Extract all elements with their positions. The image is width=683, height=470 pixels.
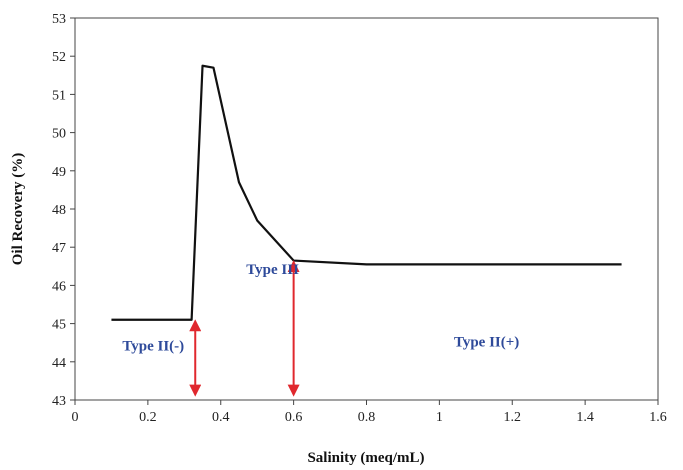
- series-layer: [111, 64, 622, 321]
- phase-annotation: Type III: [246, 262, 299, 278]
- x-tick-label: 0: [72, 410, 79, 425]
- phase-annotation: Type II(-): [122, 338, 184, 354]
- x-tick-label: 1.6: [649, 410, 667, 425]
- x-tick-label: 0.8: [358, 410, 376, 425]
- y-tick-label: 45: [52, 318, 66, 333]
- phase-annotation: Type II(+): [454, 335, 519, 351]
- y-tick-label: 51: [52, 88, 66, 103]
- y-tick-label: 46: [52, 279, 66, 294]
- x-tick-label: 1.4: [576, 410, 594, 425]
- series-line-0: [111, 64, 622, 321]
- x-tick-label: 0.4: [212, 410, 230, 425]
- x-tick-label: 1: [436, 410, 443, 425]
- y-tick-label: 44: [52, 356, 66, 371]
- y-tick-label: 52: [52, 50, 66, 65]
- x-tick-label: 0.6: [285, 410, 303, 425]
- y-tick-label: 47: [52, 241, 66, 256]
- y-tick-label: 43: [52, 394, 66, 409]
- x-tick-label: 1.2: [504, 410, 522, 425]
- x-axis-title: Salinity (meq/mL): [307, 450, 424, 466]
- x-axis-ticks: 0 0.2 0.4 0.6 0.8 1 1.2 1.4 1.6: [72, 400, 667, 425]
- arrow-layer: [189, 260, 300, 397]
- y-axis-title: Oil Recovery (%): [10, 153, 26, 265]
- plot-frame: [74, 17, 659, 401]
- x-tick-label: 0.2: [139, 410, 157, 425]
- annotation-layer: Type II(-) Type III Type II(+): [122, 262, 519, 354]
- y-tick-label: 48: [52, 203, 66, 218]
- y-tick-label: 49: [52, 165, 66, 180]
- y-axis-ticks: 43 44 45 46 47 48 49 50 51 52 53: [52, 12, 75, 409]
- y-tick-label: 50: [52, 127, 66, 142]
- y-tick-label: 53: [52, 12, 66, 27]
